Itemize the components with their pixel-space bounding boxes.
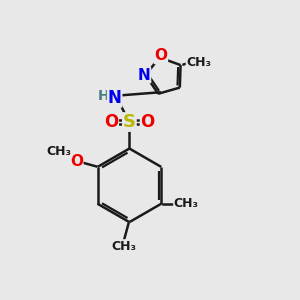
Text: N: N [108,89,122,107]
Text: S: S [123,113,136,131]
Text: O: O [104,113,118,131]
Text: CH₃: CH₃ [112,240,136,253]
Text: O: O [140,113,155,131]
Text: N: N [138,68,151,82]
Text: CH₃: CH₃ [186,56,211,69]
Text: O: O [70,154,83,169]
Text: H: H [98,89,109,103]
Text: CH₃: CH₃ [174,197,199,210]
Text: CH₃: CH₃ [47,145,72,158]
Text: O: O [154,48,167,63]
